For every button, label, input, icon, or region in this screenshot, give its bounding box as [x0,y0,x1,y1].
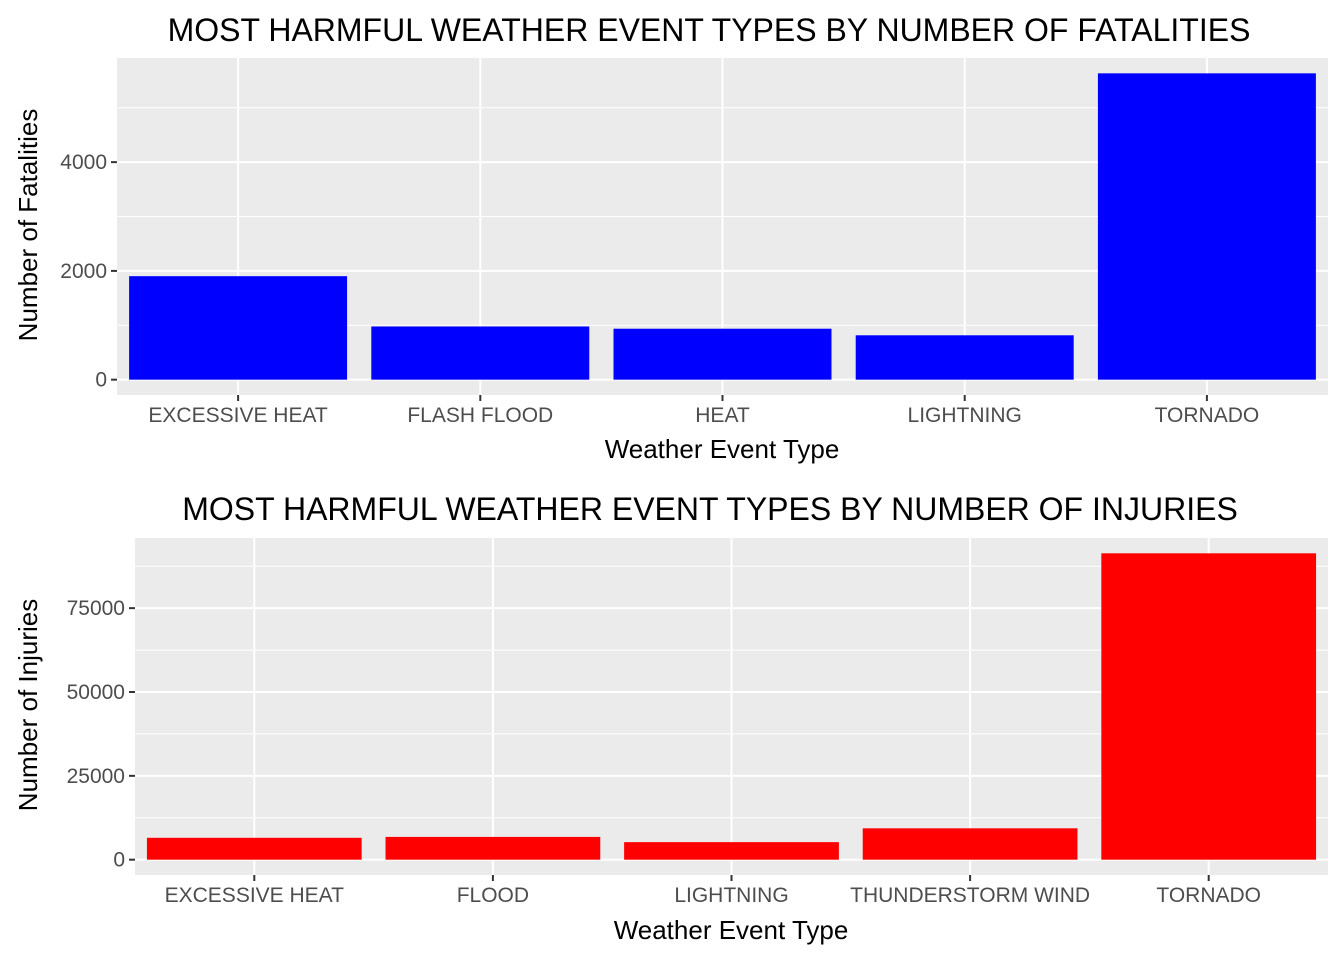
injuries-bars [146,553,1317,860]
fatalities-x-tick-label: HEAT [695,404,750,427]
fatalities-chart: MOST HARMFUL WEATHER EVENT TYPES BY NUMB… [13,12,1328,464]
injuries-bar-thunderstorm-wind [862,828,1078,860]
injuries-y-axis-title: Number of Injuries [13,599,43,811]
injuries-bar-flood [385,836,601,860]
injuries-x-axis-title: Weather Event Type [614,915,849,945]
injuries-chart: MOST HARMFUL WEATHER EVENT TYPES BY NUMB… [13,491,1328,945]
injuries-bar-lightning [624,842,839,860]
fatalities-bar-heat [613,328,832,380]
injuries-bar-excessive-heat [146,837,362,860]
fatalities-y-axis: 0 2000 4000 [60,151,117,392]
injuries-chart-title: MOST HARMFUL WEATHER EVENT TYPES BY NUMB… [182,491,1238,527]
injuries-x-tick-label: LIGHTNING [674,884,788,907]
fatalities-x-tick-label: EXCESSIVE HEAT [148,404,328,427]
fatalities-bar-lightning [855,335,1074,380]
fatalities-bar-tornado [1097,73,1316,380]
fatalities-x-tick-label: LIGHTNING [908,404,1022,427]
fatalities-y-tick-label: 2000 [60,260,107,283]
injuries-y-tick-label: 25000 [67,765,125,788]
fatalities-y-tick-label: 4000 [60,151,107,174]
fatalities-x-tick-label: TORNADO [1155,404,1260,427]
fatalities-x-axis-title: Weather Event Type [605,434,840,464]
injuries-bar-tornado [1101,553,1317,860]
fatalities-y-axis-title: Number of Fatalities [13,109,43,342]
fatalities-y-tick-label: 0 [95,369,107,392]
injuries-x-tick-label: THUNDERSTORM WIND [850,884,1090,907]
fatalities-bar-flash-flood [371,326,590,380]
fatalities-bars [129,73,1316,380]
injuries-x-tick-label: TORNADO [1156,884,1261,907]
injuries-x-tick-label: FLOOD [457,884,529,907]
fatalities-x-axis: EXCESSIVE HEAT FLASH FLOOD HEAT LIGHTNING TO… [148,395,1259,427]
injuries-y-axis: 0 25000 50000 75000 [67,597,135,872]
fatalities-bar-excessive-heat [129,276,348,380]
fatalities-x-tick-label: FLASH FLOOD [407,404,553,427]
injuries-x-tick-label: EXCESSIVE HEAT [165,884,345,907]
injuries-y-tick-label: 75000 [67,597,125,620]
fatalities-chart-title: MOST HARMFUL WEATHER EVENT TYPES BY NUMB… [168,12,1251,48]
injuries-x-axis: EXCESSIVE HEAT FLOOD LIGHTNING THUNDERSTORM… [165,875,1261,907]
injuries-y-tick-label: 0 [113,849,125,872]
injuries-y-tick-label: 50000 [67,681,125,704]
